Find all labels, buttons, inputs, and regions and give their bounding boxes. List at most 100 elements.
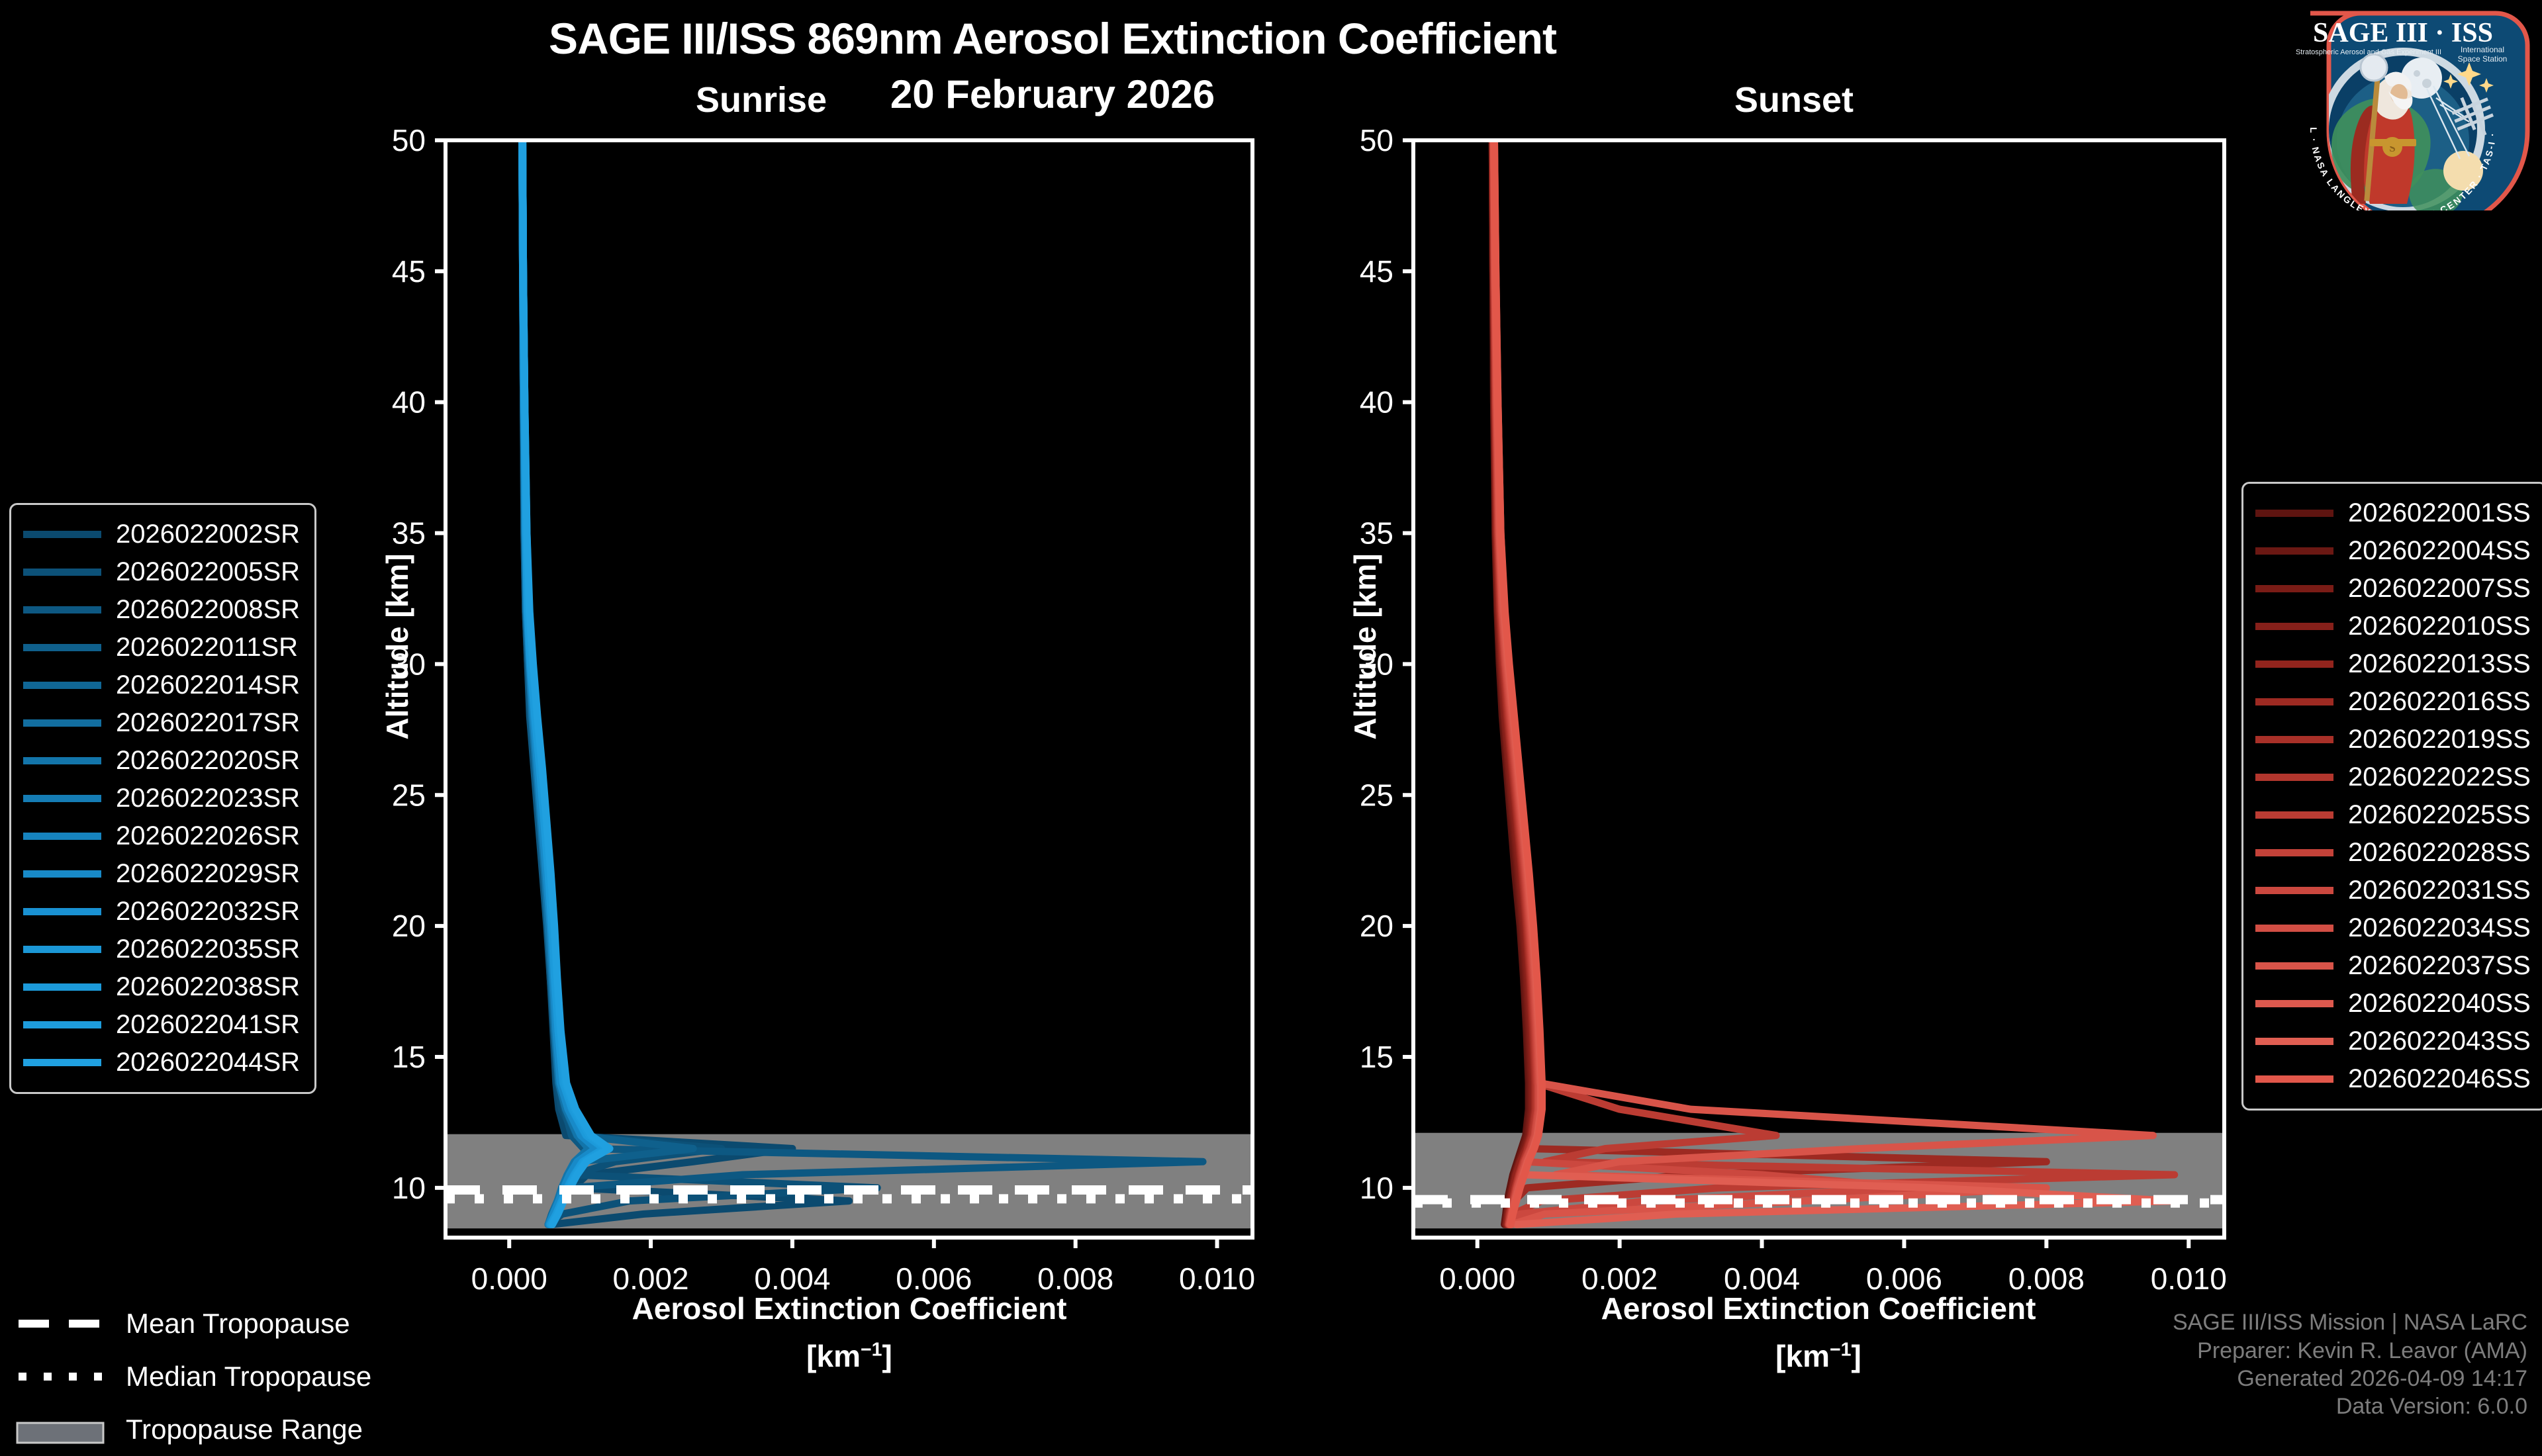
tropopause-legend-item: Tropopause Range xyxy=(16,1403,371,1456)
profile-line xyxy=(1489,140,2179,1228)
legend-item[interactable]: 2026022041SR xyxy=(23,1006,300,1044)
logo-subtitle-right-1: International xyxy=(2461,45,2504,54)
legend-item[interactable]: 2026022043SS xyxy=(2255,1023,2531,1060)
legend-color-swatch xyxy=(23,606,101,614)
legend-color-swatch xyxy=(2255,811,2333,819)
xaxis-label-sunset-line2: [km−1] xyxy=(1775,1339,1861,1373)
xaxis-tick-label: 0.002 xyxy=(1581,1261,1658,1296)
legend-color-swatch xyxy=(23,946,101,953)
credits-block: SAGE III/ISS Mission | NASA LaRC Prepare… xyxy=(2173,1308,2527,1420)
legend-item[interactable]: 2026022029SR xyxy=(23,855,300,893)
legend-item[interactable]: 2026022031SS xyxy=(2255,872,2531,909)
yaxis-tick-label: 30 xyxy=(1360,647,1393,681)
legend-item-label: 2026022044SR xyxy=(116,1048,301,1077)
yaxis-tick-label: 35 xyxy=(392,516,426,551)
legend-item-label: 2026022001SS xyxy=(2348,498,2531,527)
legend-item-label: 2026022004SS xyxy=(2348,536,2531,565)
plot-frame xyxy=(1411,138,2226,1240)
plot-area xyxy=(446,140,1252,1229)
legend-item[interactable]: 2026022017SR xyxy=(23,704,300,742)
legend-item[interactable]: 2026022040SS xyxy=(2255,985,2531,1023)
legend-item[interactable]: 2026022026SR xyxy=(23,817,300,855)
legend-item[interactable]: 2026022005SR xyxy=(23,553,300,591)
yaxis-label-sunset-wrap: Altitude [km] xyxy=(1233,553,1497,739)
legend-item[interactable]: 2026022014SR xyxy=(23,666,300,704)
legend-item[interactable]: 2026022025SS xyxy=(2255,796,2531,834)
legend-item[interactable]: 2026022013SS xyxy=(2255,645,2531,683)
legend-sunset[interactable]: 2026022001SS 2026022004SS 2026022007SS 2026… xyxy=(2241,482,2542,1111)
credits-version: Data Version: 6.0.0 xyxy=(2335,1393,2527,1419)
yaxis-label-sunset: Altitude [km] xyxy=(1348,553,1382,740)
legend-item[interactable]: 2026022022SS xyxy=(2255,758,2531,796)
legend-color-swatch xyxy=(23,795,101,802)
tropopause-legend-label: Tropopause Range xyxy=(126,1414,363,1445)
legend-item[interactable]: 2026022004SS xyxy=(2255,532,2531,570)
profile-line xyxy=(519,140,853,1228)
xaxis-label-sunset-line1: Aerosol Extinction Coefficient xyxy=(1601,1291,2036,1326)
profile-line xyxy=(1489,140,1922,1228)
xaxis-tick-label: 0.004 xyxy=(754,1261,830,1296)
legend-item[interactable]: 2026022016SS xyxy=(2255,683,2531,721)
legend-item[interactable]: 2026022008SR xyxy=(23,591,300,629)
tropopause-legend-label: Median Tropopause xyxy=(126,1361,372,1392)
legend-item[interactable]: 2026022038SR xyxy=(23,968,300,1006)
legend-item[interactable]: 2026022034SS xyxy=(2255,909,2531,947)
legend-color-swatch xyxy=(2255,925,2333,932)
legend-color-swatch xyxy=(2255,962,2333,970)
legend-item-label: 2026022023SR xyxy=(116,784,301,813)
range-patch-icon xyxy=(16,1422,109,1444)
xaxis-tick-label: 0.010 xyxy=(2151,1261,2227,1296)
xaxis-tick-label: 0.008 xyxy=(2008,1261,2085,1296)
profile-line xyxy=(1489,140,2050,1228)
legend-item-label: 2026022038SR xyxy=(116,972,301,1001)
legend-item[interactable]: 2026022019SS xyxy=(2255,721,2531,758)
legend-item-label: 2026022035SR xyxy=(116,934,301,964)
stars-icon xyxy=(2443,62,2494,93)
legend-color-swatch xyxy=(2255,510,2333,517)
profile-line xyxy=(518,140,697,1228)
page-date: 20 February 2026 xyxy=(890,72,1215,116)
legend-item[interactable]: 2026022044SR xyxy=(23,1044,300,1081)
legend-item-label: 2026022002SR xyxy=(116,520,301,549)
yaxis-tick-label: 20 xyxy=(392,909,426,943)
legend-item-label: 2026022017SR xyxy=(116,708,301,737)
profile-line xyxy=(1489,140,2157,1228)
legend-item-label: 2026022043SS xyxy=(2348,1026,2531,1056)
xaxis-label-sunrise-line1: Aerosol Extinction Coefficient xyxy=(632,1291,1067,1326)
legend-item[interactable]: 2026022020SR xyxy=(23,742,300,780)
legend-item[interactable]: 2026022010SS xyxy=(2255,608,2531,645)
legend-item[interactable]: 2026022007SS xyxy=(2255,570,2531,608)
legend-tropopause: Mean Tropopause Median Tropopause Tropopau… xyxy=(16,1297,371,1456)
legend-item[interactable]: 2026022046SS xyxy=(2255,1060,2531,1098)
legend-color-swatch xyxy=(23,1059,101,1066)
legend-item-label: 2026022041SR xyxy=(116,1010,301,1039)
legend-item[interactable]: 2026022035SR xyxy=(23,931,300,968)
xaxis-tick-label: 0.000 xyxy=(1439,1261,1515,1296)
legend-item-label: 2026022020SR xyxy=(116,746,301,775)
logo-shape: S BALL · NASA LANGLEY RESEARCH CENTER · … xyxy=(2267,0,2530,233)
legend-sunrise[interactable]: 2026022002SR 2026022005SR 2026022008SR 2026… xyxy=(9,503,317,1094)
legend-color-swatch xyxy=(2255,774,2333,781)
xaxis-tick-label: 0.008 xyxy=(1037,1261,1113,1296)
wizard-figure: S xyxy=(2350,53,2416,204)
legend-color-swatch xyxy=(23,682,101,689)
legend-item[interactable]: 2026022028SS xyxy=(2255,834,2531,872)
legend-item[interactable]: 2026022002SR xyxy=(23,516,300,553)
legend-color-swatch xyxy=(2255,849,2333,856)
legend-item-label: 2026022040SS xyxy=(2348,989,2531,1018)
xaxis-label-sunrise-line2: [km−1] xyxy=(806,1339,892,1373)
legend-item[interactable]: 2026022023SR xyxy=(23,780,300,817)
legend-item-label: 2026022005SR xyxy=(116,557,301,586)
legend-color-swatch xyxy=(2255,585,2333,592)
legend-item[interactable]: 2026022011SR xyxy=(23,629,300,666)
xaxis-tick-label: 0.000 xyxy=(471,1261,547,1296)
legend-item-label: 2026022013SS xyxy=(2348,649,2531,678)
xaxis-tick-label: 0.002 xyxy=(613,1261,689,1296)
legend-item[interactable]: 2026022037SS xyxy=(2255,947,2531,985)
legend-item-label: 2026022034SS xyxy=(2348,913,2531,942)
plot-frame xyxy=(444,138,1254,1240)
legend-item[interactable]: 2026022001SS xyxy=(2255,494,2531,532)
plot-area xyxy=(1413,140,2224,1229)
legend-item[interactable]: 2026022032SR xyxy=(23,893,300,931)
profile-line xyxy=(518,140,1207,1228)
